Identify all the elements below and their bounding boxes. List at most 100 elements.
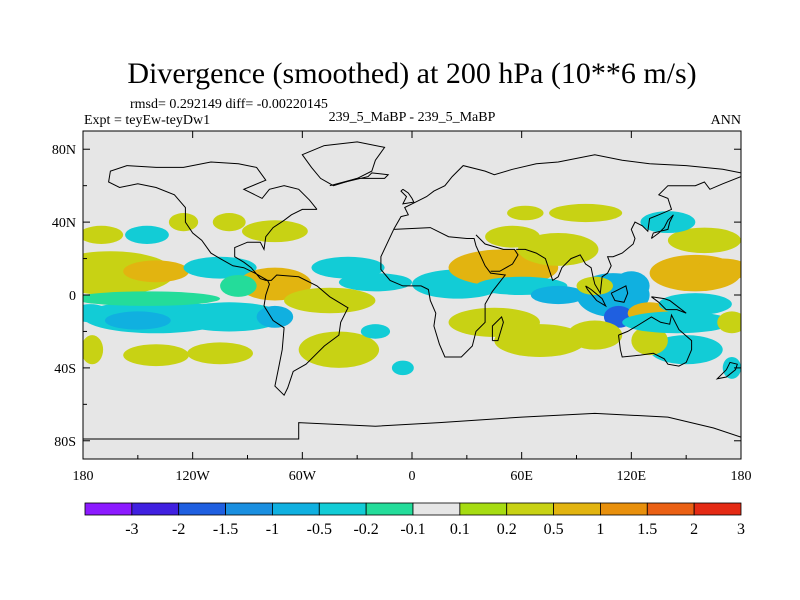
colorbar-label-10: 0.5 — [544, 521, 564, 538]
field-region-25 — [360, 324, 391, 339]
field-region-44 — [695, 258, 741, 281]
colorbar-box-12 — [600, 502, 648, 516]
field-region-26 — [391, 360, 414, 376]
y-tick-label-3: 0 — [69, 289, 76, 304]
coastline-1 — [83, 412, 741, 440]
colorbar-label-3: -1.5 — [213, 521, 238, 538]
x-tick-label-7: 180 — [731, 469, 752, 484]
field-region-47 — [649, 335, 723, 365]
field-region-17 — [220, 274, 257, 297]
field-region-50 — [717, 311, 741, 334]
field-region-40 — [576, 276, 614, 295]
coastline-8 — [618, 313, 693, 367]
colorbar-box-4 — [225, 502, 273, 516]
colorbar-box-11 — [553, 502, 601, 516]
colorbar-label-9: 0.2 — [497, 521, 517, 538]
field-region-9 — [83, 291, 221, 306]
coastline-14 — [651, 296, 687, 314]
x-axis: 180 120W 60W 0 60E 120E 180 — [73, 131, 752, 484]
coastline-4 — [393, 154, 741, 230]
field-region-19 — [256, 305, 294, 328]
field-region-45 — [667, 227, 741, 254]
coastline-9 — [650, 214, 674, 239]
field-region-31 — [530, 285, 586, 305]
stats-text: rmsd= 0.292149 diff= -0.00220145 — [130, 97, 328, 112]
field-region-33 — [494, 324, 586, 357]
colorbar-box-14 — [693, 502, 742, 516]
field-region-10 — [83, 225, 124, 244]
field-region-22 — [284, 287, 376, 314]
x-tick-label-3: 60W — [289, 469, 317, 484]
x-tick-label-5: 60E — [510, 469, 533, 484]
chart-title: Divergence (smoothed) at 200 hPa (10**6 … — [127, 57, 696, 90]
field-region-29 — [518, 233, 599, 266]
colorbar-box-13 — [646, 502, 695, 516]
x-tick-label-1: 180 — [73, 469, 94, 484]
field-region-3 — [123, 260, 190, 283]
field-region-24 — [338, 273, 413, 292]
coastline-5 — [380, 227, 507, 358]
colorbar-label-7: -0.1 — [400, 521, 425, 538]
field-region-42 — [567, 320, 623, 350]
field-region-36 — [549, 203, 623, 223]
colorbar-label-8: 0.1 — [450, 521, 470, 538]
colorbar-box-6 — [318, 502, 367, 516]
coastline-10 — [329, 172, 390, 187]
coastline-6 — [475, 234, 519, 272]
colorbar: -3 -2 -1.5 -1 -0.5 -0.2 -0.1 0.1 0.2 0.5 1 1.5 2 3 — [84, 502, 745, 538]
field-region-8 — [123, 344, 190, 367]
field-region-11 — [125, 225, 169, 244]
case-text: 239_5_MaBP - 239_5_MaBP — [329, 110, 496, 125]
x-tick-label-2: 120W — [176, 469, 211, 484]
coastline-15 — [491, 315, 504, 342]
colorbar-box-7 — [365, 502, 414, 516]
field-region-39 — [613, 271, 650, 301]
season-text: ANN — [711, 113, 741, 128]
colorbar-label-13: 2 — [690, 521, 698, 538]
colorbar-box-10 — [506, 502, 554, 516]
coastline-11 — [715, 361, 738, 380]
colorbar-label-12: 1.5 — [637, 521, 657, 538]
field-region-12 — [168, 213, 199, 232]
coastline-3 — [108, 161, 349, 397]
coastline-13 — [610, 285, 629, 303]
field-region-34 — [485, 225, 540, 248]
field-region-13 — [212, 213, 246, 232]
colorbar-label-4: -1 — [266, 521, 279, 538]
field-region-35 — [507, 205, 544, 221]
field-region-15 — [183, 256, 257, 279]
field-region-7 — [83, 335, 104, 365]
colorbar-box-1 — [84, 502, 133, 516]
colorbar-box-8 — [412, 502, 461, 516]
field-region-49 — [622, 311, 732, 334]
colorbar-label-14: 3 — [737, 521, 745, 538]
colorbar-box-3 — [178, 502, 226, 516]
field-region-14 — [242, 220, 308, 243]
y-tick-label-5: 80S — [54, 435, 76, 450]
field-region-51 — [722, 356, 741, 379]
field-region-20 — [187, 342, 253, 365]
colorbar-box-5 — [272, 502, 320, 516]
colorbar-label-6: -0.2 — [353, 521, 378, 538]
field-region-21 — [298, 331, 380, 368]
colorbar-box-2 — [131, 502, 180, 516]
coastline-12 — [585, 285, 607, 308]
x-tick-label-6: 120E — [617, 469, 647, 484]
field-region-48 — [631, 325, 668, 356]
colorbar-label-2: -2 — [172, 521, 185, 538]
coastline-16 — [400, 188, 415, 205]
x-tick-label-4: 0 — [409, 469, 416, 484]
field-region-23 — [311, 256, 385, 279]
y-axis: 80N 40N 0 40S 80S — [52, 143, 741, 450]
colorbar-label-5: -0.5 — [307, 521, 332, 538]
map-plot-area — [82, 130, 742, 460]
y-tick-label-2: 40N — [52, 216, 76, 231]
colorbar-box-9 — [459, 502, 508, 516]
y-tick-label-4: 40S — [54, 362, 76, 377]
y-tick-label-1: 80N — [52, 143, 76, 158]
coastlines — [83, 141, 741, 440]
field-region-6 — [104, 311, 171, 330]
colorbar-label-11: 1 — [596, 521, 604, 538]
divergence-field — [83, 203, 741, 379]
field-region-18 — [174, 302, 285, 332]
